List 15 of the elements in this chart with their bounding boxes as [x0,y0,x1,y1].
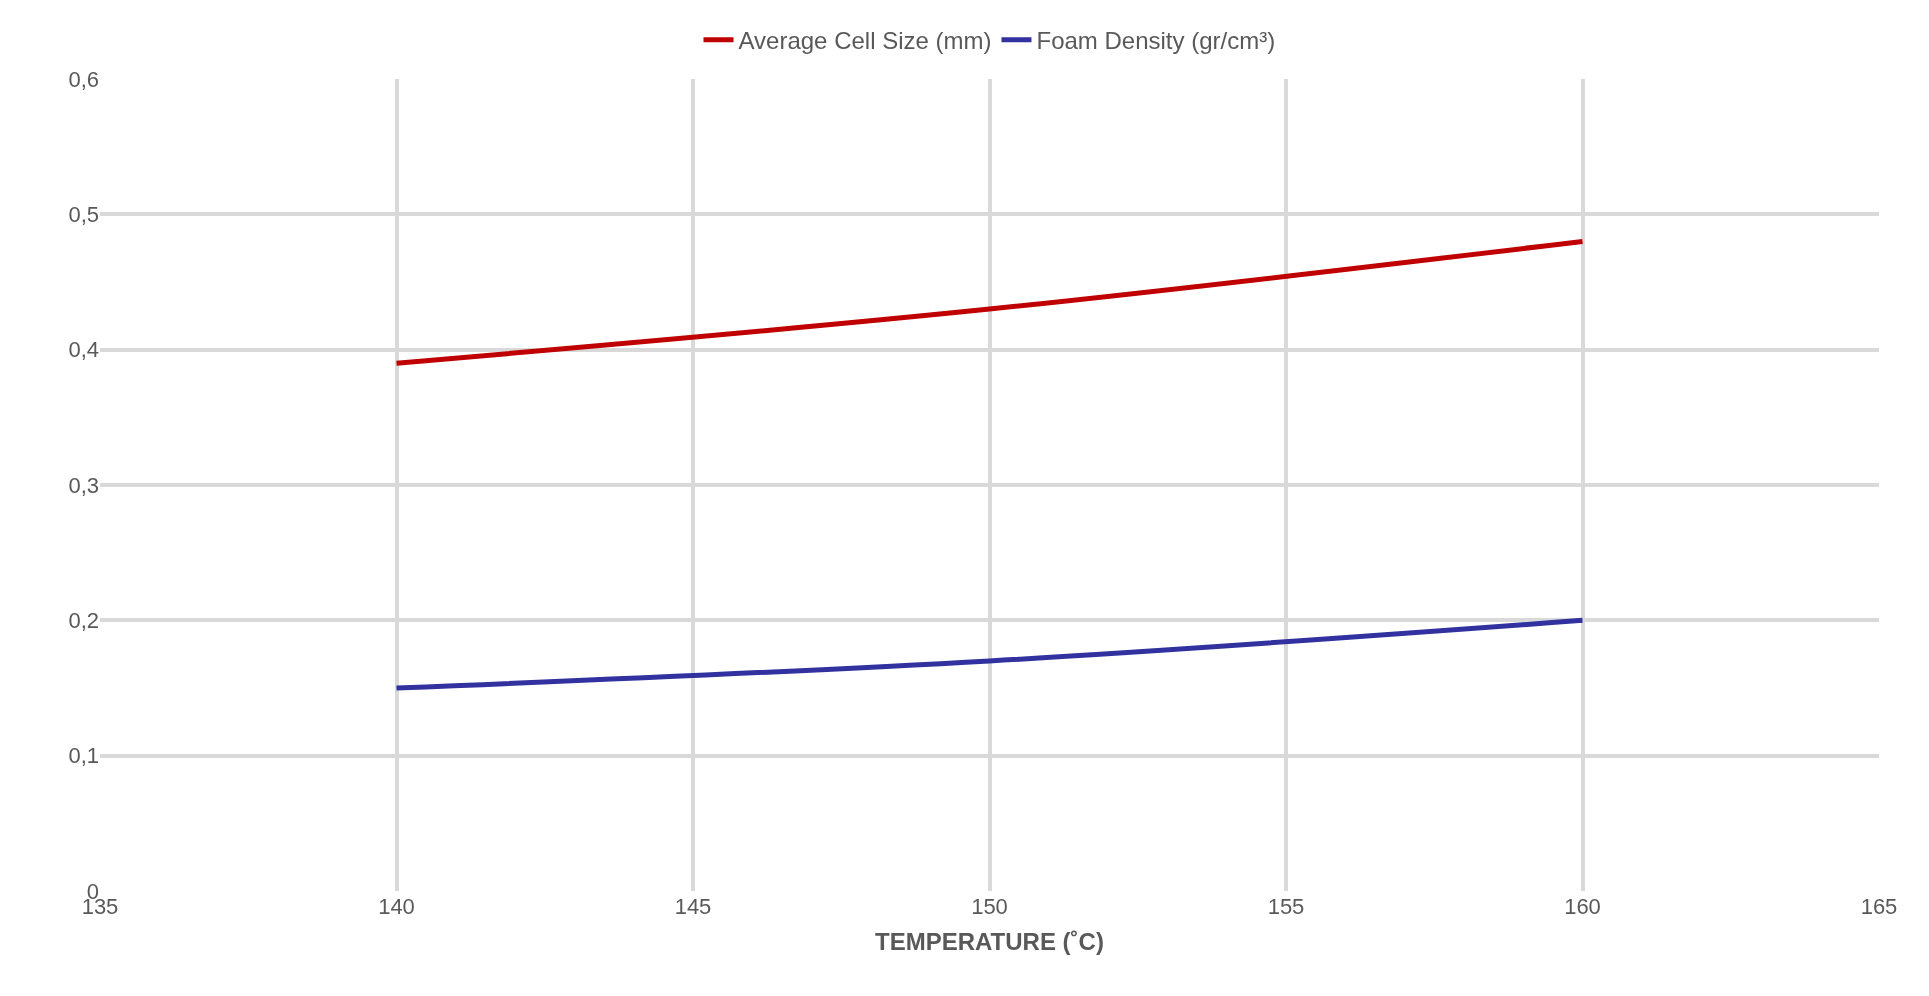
y-tick-label: 0,2 [68,608,99,634]
x-tick-label: 140 [378,894,415,919]
y-tick-label: 0,4 [68,337,99,363]
x-tick-label: 165 [1860,894,1898,919]
x-tick-label: 155 [1267,894,1305,919]
y-tick-label: 0,6 [68,66,99,92]
x-axis-title: TEMPERATURE (˚C) [875,928,1104,956]
y-tick-label: 0,3 [68,472,99,498]
y-tick-label: 0,1 [68,743,99,769]
x-tick-label: 150 [971,894,1008,919]
legend-label: Foam Density (gr/cm³) [1036,27,1276,55]
x-tick-label: 145 [674,894,712,919]
legend-label: Average Cell Size (mm) [738,27,992,55]
y-tick-label: 0,5 [68,202,99,228]
x-tick-label: 160 [1564,894,1601,919]
